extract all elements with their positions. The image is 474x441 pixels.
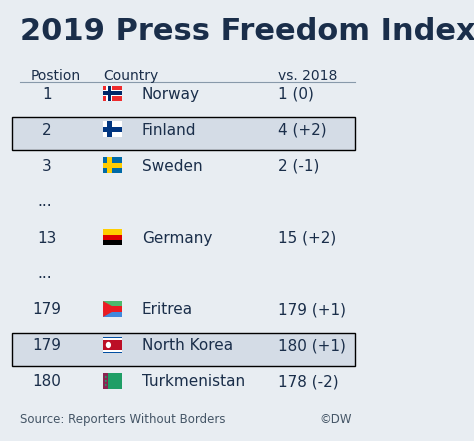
Circle shape [106,342,111,348]
Text: 179: 179 [32,303,62,318]
Text: 178 (-2): 178 (-2) [278,374,339,389]
Text: 15 (+2): 15 (+2) [278,231,337,246]
Text: 179 (+1): 179 (+1) [278,303,346,318]
Bar [103,340,122,350]
FancyBboxPatch shape [12,117,355,150]
Bar [107,157,111,173]
Text: ...: ... [38,194,53,209]
Bar [103,350,122,352]
Circle shape [105,380,107,382]
Text: Turkmenistan: Turkmenistan [142,374,245,389]
Text: 179: 179 [32,338,62,353]
Text: 13: 13 [37,231,57,246]
Bar [103,306,122,312]
Text: 1 (0): 1 (0) [278,87,314,102]
Text: Norway: Norway [142,87,200,102]
Bar [103,312,122,317]
Text: Source: Reporters Without Borders: Source: Reporters Without Borders [19,414,225,426]
Bar [107,121,111,137]
Bar [103,121,122,137]
Polygon shape [103,301,118,317]
Text: 2 (-1): 2 (-1) [278,159,320,174]
Text: 2: 2 [42,123,52,138]
Bar [108,86,111,101]
Bar [103,373,122,389]
Bar [103,157,122,173]
FancyBboxPatch shape [12,333,355,366]
Text: ©DW: ©DW [319,414,351,426]
Bar [103,127,122,132]
Text: 180: 180 [33,374,62,389]
Circle shape [105,384,107,386]
Text: ...: ... [38,265,53,280]
Bar [103,163,122,168]
Text: 4 (+2): 4 (+2) [278,123,327,138]
Text: Sweden: Sweden [142,159,202,174]
Bar [107,86,112,101]
Text: North Korea: North Korea [142,338,233,353]
Bar [103,240,122,245]
Text: 1: 1 [42,87,52,102]
Bar [103,337,122,353]
Text: vs. 2018: vs. 2018 [278,69,338,83]
Bar [103,235,122,240]
Bar [103,90,122,97]
Bar [103,229,122,235]
Bar [103,301,122,306]
Circle shape [105,376,107,378]
Text: 180 (+1): 180 (+1) [278,338,346,353]
Bar [103,91,122,95]
Text: 3: 3 [42,159,52,174]
Text: Eritrea: Eritrea [142,303,193,318]
Text: Finland: Finland [142,123,196,138]
Bar [103,86,122,101]
Bar [103,373,109,389]
Bar [103,338,122,340]
Text: 2019 Press Freedom Index: 2019 Press Freedom Index [19,17,474,46]
Text: Postion: Postion [30,69,81,83]
Text: Country: Country [103,69,159,83]
Text: Germany: Germany [142,231,212,246]
